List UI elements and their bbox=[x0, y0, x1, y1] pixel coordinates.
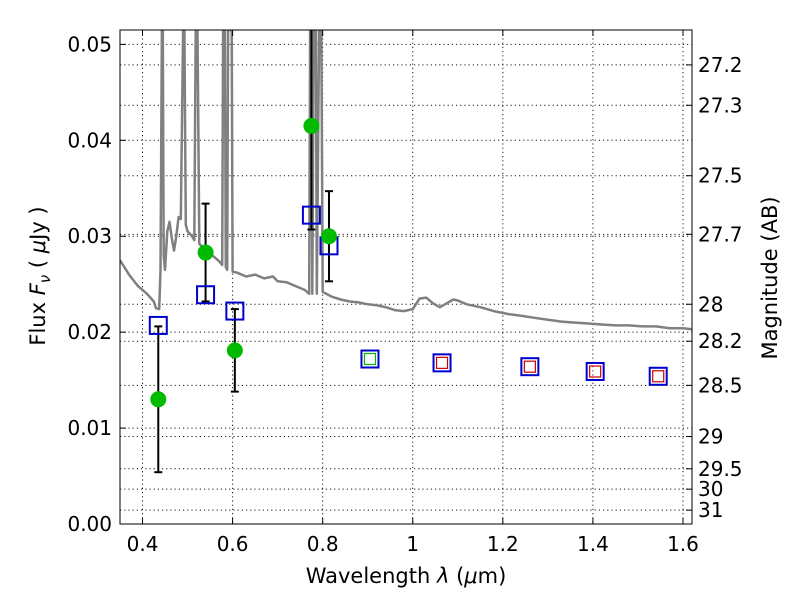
upper-limit-square bbox=[435, 356, 449, 369]
magnitude-tick-label: 27.5 bbox=[698, 164, 743, 188]
magnitude-tick-label: 28 bbox=[698, 292, 723, 316]
right-axis-label: Magnitude (AB) bbox=[758, 196, 782, 359]
axis-ticks: 0.4 0.6 0.8 1 1.2 1.4 1.6 0.00 0.01 0.02 0.03 0.04 0… bbox=[67, 30, 743, 556]
y-tick-label: 0.01 bbox=[67, 416, 112, 440]
magnitude-tick-label: 29.5 bbox=[698, 457, 743, 481]
x-axis-label: Wavelength λ (μm) bbox=[306, 564, 507, 588]
y-tick-label: 0.04 bbox=[67, 128, 112, 152]
magnitude-tick-label: 28.2 bbox=[698, 329, 743, 353]
model-photometry-square bbox=[225, 301, 245, 321]
magnitude-tick-label: 30 bbox=[698, 477, 723, 501]
observed-data-point bbox=[226, 342, 243, 359]
observed-data-point bbox=[150, 391, 167, 408]
x-tick-label: 0.8 bbox=[307, 532, 339, 556]
model-photometry-square bbox=[196, 285, 216, 305]
magnitude-tick-label: 27.3 bbox=[698, 93, 743, 117]
y-tick-label: 0.00 bbox=[67, 512, 112, 536]
model-photometry-square bbox=[520, 357, 540, 377]
x-tick-label: 1.6 bbox=[667, 532, 699, 556]
model-photometry-square bbox=[148, 315, 168, 335]
x-tick-label: 0.4 bbox=[127, 532, 159, 556]
model-photometry-square bbox=[432, 353, 452, 373]
y-tick-label: 0.03 bbox=[67, 224, 112, 248]
upper-limit-square bbox=[363, 352, 377, 366]
x-tick-label: 0.6 bbox=[217, 532, 249, 556]
magnitude-tick-label: 31 bbox=[698, 498, 723, 522]
model-spectrum-layer bbox=[120, 30, 692, 331]
observed-data-point bbox=[320, 228, 337, 245]
y-tick-label: 0.02 bbox=[67, 320, 112, 344]
model-photometry-square bbox=[301, 205, 321, 225]
observed-data-point bbox=[303, 117, 320, 134]
magnitude-tick-label: 29 bbox=[698, 425, 723, 449]
y-tick-label: 0.05 bbox=[67, 32, 112, 56]
observed-data-point bbox=[197, 244, 214, 261]
data-points-layer bbox=[148, 30, 668, 474]
x-tick-label: 1.2 bbox=[487, 532, 519, 556]
upper-limit-square bbox=[589, 365, 602, 378]
upper-limit-square bbox=[523, 360, 536, 373]
magnitude-tick-label: 27.7 bbox=[698, 222, 743, 246]
magnitude-tick-label: 28.5 bbox=[698, 373, 743, 397]
upper-limit-square bbox=[652, 370, 665, 383]
model-photometry-square bbox=[648, 366, 668, 386]
magnitude-tick-label: 27.2 bbox=[698, 53, 743, 77]
model-photometry-square bbox=[585, 361, 605, 381]
model-photometry-square bbox=[360, 349, 380, 369]
plot-frame bbox=[119, 29, 693, 525]
model-spectrum-line bbox=[120, 30, 692, 331]
y-axis-label: Flux Fν ( μJy ) bbox=[26, 206, 54, 345]
x-tick-label: 1.4 bbox=[577, 532, 609, 556]
x-tick-label: 1 bbox=[406, 532, 419, 556]
